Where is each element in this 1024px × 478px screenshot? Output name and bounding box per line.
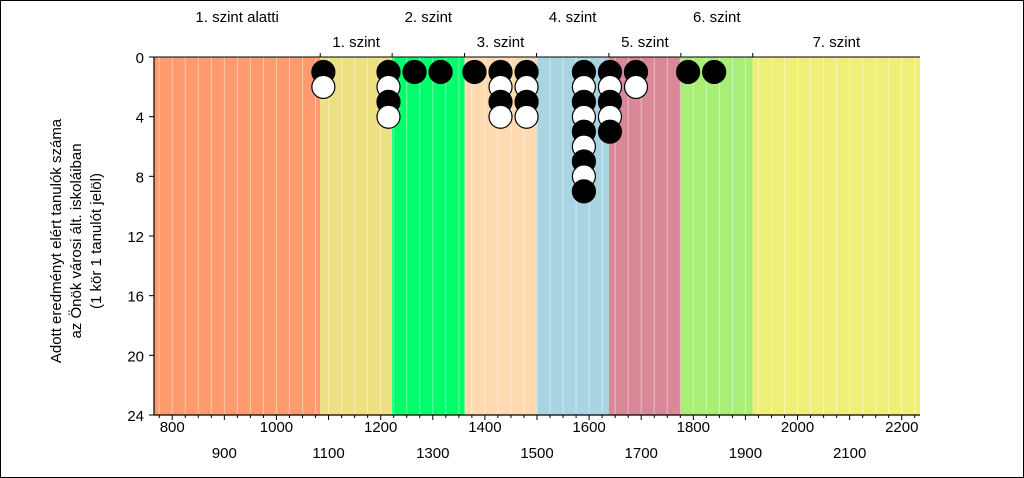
x-tick-label: 1200 xyxy=(364,419,397,436)
student-marker xyxy=(676,59,701,85)
student-marker xyxy=(311,74,336,100)
y-tick-label: 20 xyxy=(127,348,144,365)
tick-labels: 800 1000 1200 1400 1600 1800 2000 2200 900 1100 13… xyxy=(127,50,918,462)
band-0 xyxy=(154,57,321,415)
student-markers xyxy=(311,59,727,204)
level-labels: 1. szint alatti 1. szint 2. szint 3. szint 4… xyxy=(195,9,861,51)
student-marker xyxy=(402,59,427,85)
level-label: 5. szint xyxy=(621,34,669,51)
y-axis-label-line: az Önök városi ált. iskoláiban xyxy=(67,143,85,338)
y-axis-label-line: Adott eredményt elért tanulók száma xyxy=(48,118,65,363)
y-tick-label: 0 xyxy=(136,50,144,67)
level-label: 7. szint xyxy=(813,34,861,51)
x-tick-label: 1800 xyxy=(677,419,710,436)
x-tick-label: 2200 xyxy=(885,419,918,436)
y-axis-label-line: (1 kör 1 tanulót jelöl) xyxy=(88,173,105,309)
level-label: 1. szint alatti xyxy=(195,9,278,26)
y-tick-label: 16 xyxy=(127,289,144,306)
y-tick-label: 24 xyxy=(127,408,144,425)
x-tick-label: 1900 xyxy=(729,445,762,462)
y-tick-label: 12 xyxy=(127,229,144,246)
student-marker xyxy=(514,104,539,129)
axes xyxy=(149,53,920,420)
y-tick-label: 8 xyxy=(136,169,144,186)
x-tick-label: 1700 xyxy=(625,445,658,462)
student-marker xyxy=(702,59,727,85)
student-marker xyxy=(597,119,623,144)
x-tick-label: 1400 xyxy=(468,419,501,436)
x-tick-label: 2000 xyxy=(781,419,814,436)
student-marker xyxy=(376,104,401,129)
y-axis-label: Adott eredményt elért tanulók száma az Ön… xyxy=(48,118,105,363)
level-label: 2. szint xyxy=(405,9,453,26)
x-tick-label: 1600 xyxy=(572,419,605,436)
student-marker xyxy=(623,74,649,100)
band-7 xyxy=(752,57,920,415)
band-6 xyxy=(680,57,753,415)
x-tick-label: 1300 xyxy=(416,445,449,462)
x-tick-label: 900 xyxy=(212,445,237,462)
student-marker xyxy=(488,104,513,129)
x-tick-label: 1500 xyxy=(520,445,553,462)
band-2 xyxy=(392,57,465,415)
x-tick-label: 1000 xyxy=(260,419,293,436)
level-label: 4. szint xyxy=(549,9,597,26)
level-label: 3. szint xyxy=(477,34,525,51)
student-marker xyxy=(571,179,596,204)
grid-lines xyxy=(158,57,916,415)
x-tick-label: 1100 xyxy=(312,445,344,462)
x-tick-label: 2100 xyxy=(833,445,866,462)
x-tick-label: 800 xyxy=(160,419,185,436)
student-marker xyxy=(462,59,487,85)
y-tick-label: 4 xyxy=(136,110,144,127)
student-marker xyxy=(428,59,453,85)
level-label: 1. szint xyxy=(332,34,380,51)
level-label: 6. szint xyxy=(693,9,741,26)
band-4 xyxy=(536,57,609,415)
